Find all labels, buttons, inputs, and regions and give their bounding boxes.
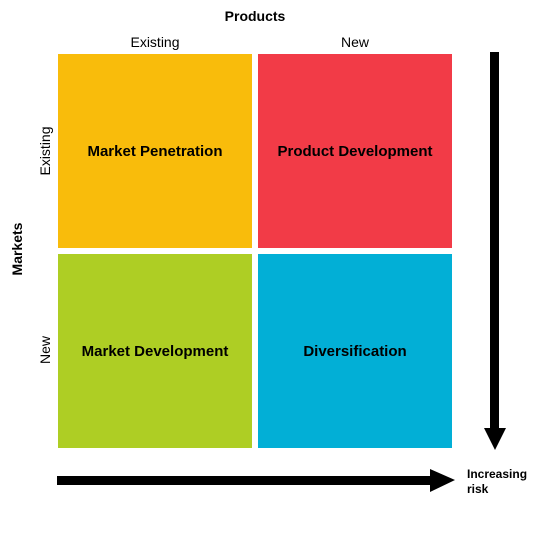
- quadrant-product-development: Product Development: [258, 54, 452, 248]
- vertical-risk-arrow: [484, 52, 506, 450]
- quadrant-label: Product Development: [277, 142, 433, 160]
- products-axis-title: Products: [224, 8, 286, 24]
- risk-label-line2: risk: [467, 482, 489, 496]
- quadrant-label: Market Penetration: [87, 142, 223, 160]
- quadrant-diversification: Diversification: [258, 254, 452, 448]
- quadrant-market-development: Market Development: [58, 254, 252, 448]
- quadrant-market-penetration: Market Penetration: [58, 54, 252, 248]
- quadrant-label: Diversification: [303, 342, 407, 360]
- column-label-new: New: [340, 34, 369, 50]
- quadrant-label: Market Development: [81, 342, 229, 360]
- risk-label-line1: Increasing: [467, 467, 528, 481]
- increasing-risk-label: Increasing risk: [467, 467, 527, 497]
- horizontal-risk-arrow: [57, 469, 455, 492]
- column-label-existing: Existing: [130, 34, 180, 50]
